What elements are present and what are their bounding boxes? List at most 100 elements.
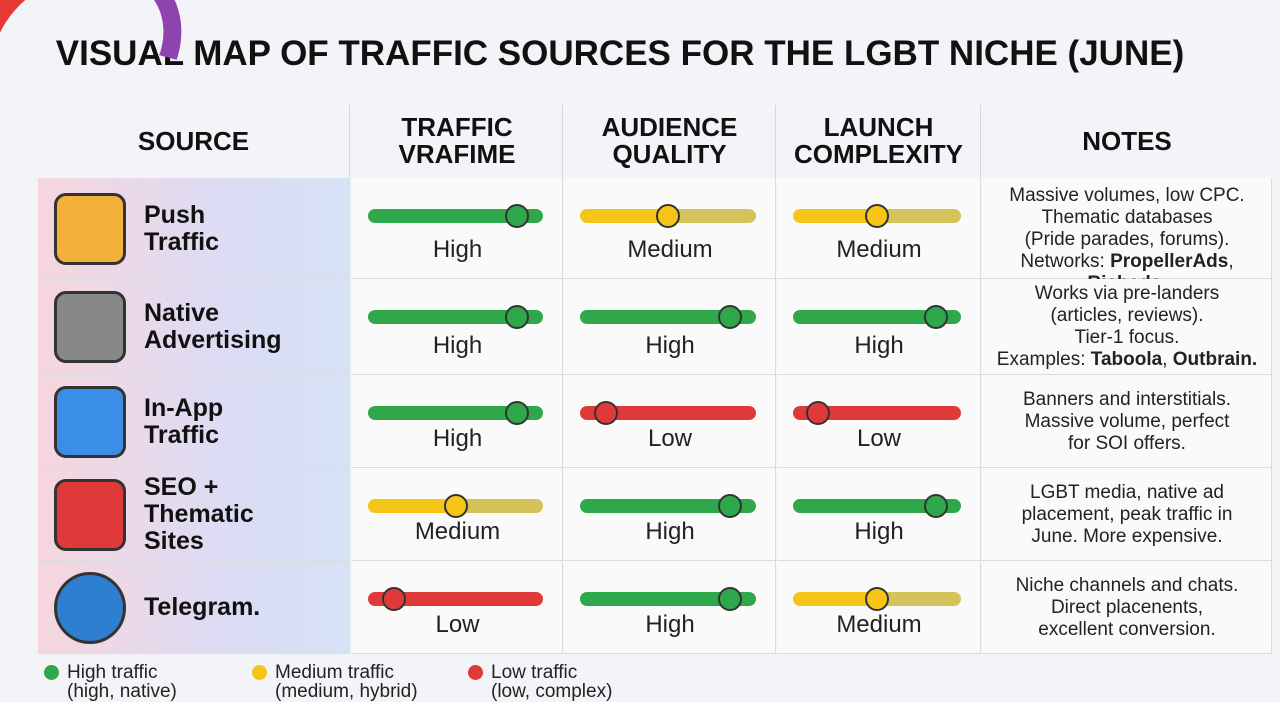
- source-line: Native: [144, 299, 220, 327]
- legend-sub: (medium, hybrid): [275, 681, 418, 702]
- note-line: Examples: Taboola, Outbrain.: [982, 349, 1272, 371]
- rating-knob: [806, 401, 831, 425]
- note-line: Banners and interstitials.: [982, 389, 1272, 411]
- rating-track: [368, 406, 543, 420]
- note-line: Massive volumes, low CPC.: [982, 185, 1272, 207]
- rating-cell: High: [352, 279, 563, 375]
- column-header: SOURCE: [38, 105, 350, 177]
- source-line: In-App: [144, 393, 224, 422]
- source-line: SEO +: [144, 473, 219, 501]
- note-text: ,: [1162, 349, 1173, 370]
- notes: Massive volumes, low CPC. Thematic databa…: [982, 185, 1272, 295]
- note-line: (articles, reviews).: [982, 305, 1272, 327]
- source-line: Advertising: [144, 326, 282, 354]
- rating-cell: High: [777, 468, 981, 561]
- note-line: Direct placenents,: [982, 597, 1272, 619]
- rating-label: Low: [856, 425, 902, 452]
- note-text: Networks:: [1020, 250, 1111, 272]
- column-header: LAUNCH COMPLEXITY: [777, 105, 981, 177]
- rating-label: Medium: [627, 236, 713, 263]
- rating-label: Medium: [836, 236, 922, 263]
- rating-track: [793, 310, 961, 324]
- rating-cell: High: [352, 375, 563, 468]
- source-name: In-App Traffic: [144, 393, 224, 449]
- rating-cell: High: [564, 561, 776, 654]
- note-text: Niche channels and chats.: [1015, 574, 1239, 596]
- notes-cell: Niche channels and chats. Direct placenen…: [982, 561, 1272, 654]
- source-cell: In-App Traffic: [38, 375, 350, 468]
- legend-sub: (low, complex): [491, 681, 613, 702]
- source-line: Traffic: [144, 227, 220, 256]
- note-text: Taboola: [1090, 349, 1163, 370]
- note-line: June. More expensive.: [982, 526, 1272, 548]
- source-icon: [54, 571, 126, 644]
- column-header: NOTES: [1082, 125, 1172, 156]
- note-text: ,: [1228, 250, 1234, 272]
- source-line: Sites: [144, 527, 204, 555]
- rating-knob: [443, 494, 468, 518]
- rating-label: High: [432, 425, 483, 452]
- rating-track: [580, 592, 756, 606]
- rating-label: Medium: [414, 518, 501, 545]
- note-text: (Pride parades, forums).: [1024, 228, 1230, 250]
- rating-label: Low: [647, 425, 693, 452]
- rating-label: High: [432, 236, 483, 263]
- source-icon: [54, 385, 126, 458]
- legend-label: Medium traffic: [275, 662, 394, 683]
- source-cell: Push Traffic: [38, 178, 350, 279]
- source-cell: Native Advertising: [38, 279, 350, 375]
- rating-track: [368, 592, 543, 606]
- note-text: Works via pre-landers: [1034, 283, 1220, 304]
- rating-track: [580, 499, 756, 513]
- note-text: June. More expensive.: [1031, 525, 1223, 547]
- note-text: Direct placenents,: [1050, 596, 1204, 618]
- rating-cell: Medium: [777, 561, 981, 654]
- legend-sub: (high, native): [67, 681, 177, 702]
- rating-cell: Medium: [564, 178, 776, 279]
- note-line: placement, peak traffic in: [982, 504, 1272, 526]
- note-line: Thematic databases: [982, 207, 1272, 229]
- note-line: LGBT media, native ad: [982, 482, 1272, 504]
- source-name: SEO + Thematic Sites: [144, 474, 254, 555]
- legend-dot: [252, 665, 267, 680]
- note-line: for SOI offers.: [982, 433, 1272, 455]
- rating-label: Medium: [836, 611, 922, 638]
- rating-label: High: [854, 332, 904, 359]
- rating-cell: High: [564, 468, 776, 561]
- note-text: Banners and interstitials.: [1022, 388, 1232, 410]
- column-header: TRAFFIC VRAFIME: [352, 105, 563, 177]
- source-line: Push: [144, 200, 206, 229]
- notes: LGBT media, native ad placement, peak tra…: [982, 482, 1272, 548]
- rating-cell: Medium: [352, 468, 563, 561]
- notes-cell: LGBT media, native ad placement, peak tra…: [982, 468, 1272, 561]
- rating-knob: [504, 204, 529, 228]
- note-text: Tier-1 focus.: [1074, 327, 1180, 348]
- rating-knob: [717, 494, 742, 518]
- rating-label: High: [645, 518, 695, 545]
- rating-knob: [382, 587, 407, 611]
- note-text: Massive volume, perfect: [1024, 410, 1230, 432]
- rating-label: High: [645, 611, 695, 638]
- source-icon: [54, 478, 126, 551]
- rating-cell: Low: [352, 561, 563, 654]
- rating-track: [580, 310, 756, 324]
- rating-label: Low: [435, 611, 480, 638]
- note-line: Niche channels and chats.: [982, 575, 1272, 597]
- note-line: Works via pre-landers: [982, 283, 1272, 305]
- note-line: Tier-1 focus.: [982, 327, 1272, 349]
- source-icon: [54, 192, 126, 265]
- legend-label: High traffic: [67, 662, 158, 683]
- source-name: Push Traffic: [144, 200, 220, 256]
- note-text: Thematic databases: [1041, 206, 1213, 228]
- rating-knob: [656, 204, 680, 228]
- source-cell: SEO + Thematic Sites: [38, 468, 350, 561]
- legend-dot: [468, 665, 483, 680]
- note-text: excellent conversion.: [1038, 618, 1216, 640]
- title: VISUAL MAP OF TRAFFIC SOURCES FOR THE LG…: [55, 34, 1185, 73]
- notes-cell: Massive volumes, low CPC. Thematic databa…: [982, 178, 1272, 294]
- note-line: excellent conversion.: [982, 619, 1272, 641]
- note-text: Outbrain.: [1172, 349, 1258, 370]
- rating-cell: Low: [777, 375, 981, 468]
- source-line: Thematic: [144, 500, 254, 528]
